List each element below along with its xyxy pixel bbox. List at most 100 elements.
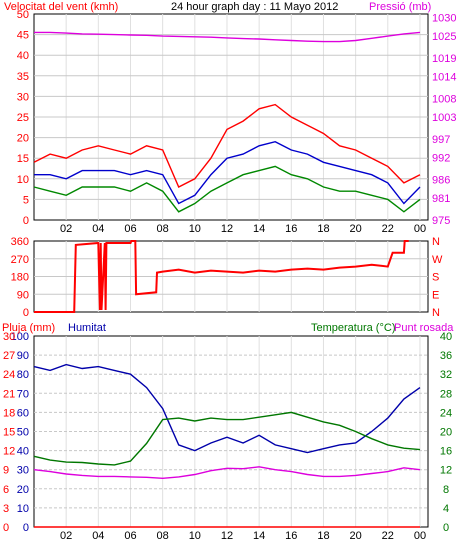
x-tick-top: 18 bbox=[317, 223, 329, 235]
temperature-tick-label: 36 bbox=[440, 350, 452, 362]
pressure-tick-label: 981 bbox=[432, 193, 450, 205]
wind-axis-title: Velocitat del vent (kmh) bbox=[4, 1, 118, 13]
compass-tick-label: W bbox=[432, 254, 443, 266]
temperature-tick-label: 4 bbox=[443, 503, 449, 515]
temperature-tick-label: 40 bbox=[440, 331, 452, 343]
avg-series bbox=[33, 165, 421, 213]
pressure-tick-label: 1008 bbox=[432, 94, 456, 106]
x-tick-bottom: 06 bbox=[124, 530, 136, 542]
x-tick-top: 16 bbox=[285, 223, 297, 235]
rain-tick-label: 9 bbox=[3, 465, 9, 477]
pressure-tick-label: 1030 bbox=[432, 13, 456, 25]
dir_avg-series bbox=[34, 140, 421, 205]
rain-tick-label: 0 bbox=[3, 522, 9, 534]
x-tick-bottom: 02 bbox=[60, 530, 72, 542]
wind-tick-label: 15 bbox=[17, 153, 29, 165]
x-tick-bottom: 18 bbox=[317, 530, 329, 542]
pressure-tick-label: 986 bbox=[432, 175, 450, 187]
compass-tick-label: N bbox=[432, 236, 440, 248]
temperature-tick-label: 28 bbox=[440, 388, 452, 400]
temperature-tick-label: 20 bbox=[440, 427, 452, 439]
x-tick-top: 00 bbox=[414, 223, 426, 235]
x-tick-top: 14 bbox=[253, 223, 265, 235]
humidity-tick-label: 100 bbox=[11, 331, 29, 343]
temp-series bbox=[33, 411, 421, 466]
rain-axis-title: Pluja (mm) bbox=[2, 322, 55, 334]
x-tick-top: 08 bbox=[157, 223, 169, 235]
grid-layer bbox=[34, 14, 428, 527]
rain-tick-label: 30 bbox=[3, 331, 15, 343]
humidity-series bbox=[33, 363, 421, 454]
x-tick-top: 02 bbox=[60, 223, 72, 235]
pressure-tick-label: 1019 bbox=[432, 53, 456, 65]
humidity-axis-title: Humitat bbox=[68, 322, 106, 334]
humidity-tick-label: 10 bbox=[17, 503, 29, 515]
dewpoint-axis-title: Punt rosada bbox=[394, 322, 454, 334]
x-tick-bottom: 00 bbox=[414, 530, 426, 542]
humidity-tick-label: 0 bbox=[23, 522, 29, 534]
compass-tick-label: N bbox=[432, 307, 440, 319]
direction-tick-label: 180 bbox=[11, 272, 29, 284]
x-tick-bottom: 08 bbox=[157, 530, 169, 542]
x-tick-bottom: 20 bbox=[350, 530, 362, 542]
wind-tick-label: 25 bbox=[17, 112, 29, 124]
temperature-axis-title: Temperatura (°C) bbox=[311, 322, 395, 334]
temperature-tick-label: 0 bbox=[443, 522, 449, 534]
rain-tick-label: 18 bbox=[3, 407, 15, 419]
temperature-tick-label: 12 bbox=[440, 465, 452, 477]
wind-tick-label: 0 bbox=[23, 215, 29, 227]
rain-tick-label: 24 bbox=[3, 369, 15, 381]
x-tick-top: 22 bbox=[382, 223, 394, 235]
rain-tick-label: 21 bbox=[3, 388, 15, 400]
temperature-tick-label: 24 bbox=[440, 407, 452, 419]
humidity-tick-label: 40 bbox=[17, 446, 29, 458]
wind-tick-label: 40 bbox=[17, 50, 29, 62]
x-tick-top: 04 bbox=[92, 223, 104, 235]
rain-tick-label: 27 bbox=[3, 350, 15, 362]
pressure-tick-label: 1014 bbox=[432, 72, 456, 84]
graph-title: 24 hour graph day : 11 Mayo 2012 bbox=[171, 1, 338, 13]
temperature-tick-label: 8 bbox=[443, 484, 449, 496]
x-tick-bottom: 12 bbox=[221, 530, 233, 542]
x-tick-top: 20 bbox=[350, 223, 362, 235]
x-tick-bottom: 16 bbox=[285, 530, 297, 542]
gust-series bbox=[33, 103, 421, 188]
wind-tick-label: 20 bbox=[17, 133, 29, 145]
direction-tick-label: 270 bbox=[11, 254, 29, 266]
x-tick-bottom: 14 bbox=[253, 530, 265, 542]
rain-tick-label: 3 bbox=[3, 503, 9, 515]
series-layer bbox=[33, 31, 421, 528]
tick-layer: 0202040406060808101012121414161618182020… bbox=[3, 9, 456, 542]
humidity-tick-label: 60 bbox=[17, 407, 29, 419]
x-tick-top: 12 bbox=[221, 223, 233, 235]
humidity-tick-label: 30 bbox=[17, 465, 29, 477]
temperature-tick-label: 32 bbox=[440, 369, 452, 381]
compass-tick-label: E bbox=[432, 289, 439, 301]
pressure-tick-label: 997 bbox=[432, 134, 450, 146]
x-tick-bottom: 10 bbox=[189, 530, 201, 542]
x-tick-top: 10 bbox=[189, 223, 201, 235]
humidity-tick-label: 50 bbox=[17, 427, 29, 439]
wind-tick-label: 30 bbox=[17, 91, 29, 103]
x-tick-bottom: 04 bbox=[92, 530, 104, 542]
direction-tick-label: 0 bbox=[23, 307, 29, 319]
rain-tick-label: 15 bbox=[3, 427, 15, 439]
humidity-tick-label: 80 bbox=[17, 369, 29, 381]
dew-series bbox=[33, 466, 421, 480]
pressure-series bbox=[34, 31, 421, 43]
wind-tick-label: 50 bbox=[17, 9, 29, 21]
pressure-axis-title: Pressió (mb) bbox=[369, 1, 431, 13]
wind-tick-label: 5 bbox=[23, 194, 29, 206]
wind-tick-label: 35 bbox=[17, 71, 29, 83]
wind-tick-label: 45 bbox=[17, 30, 29, 42]
humidity-tick-label: 90 bbox=[17, 350, 29, 362]
pressure-tick-label: 1025 bbox=[432, 31, 456, 43]
rain-tick-label: 12 bbox=[3, 446, 15, 458]
direction-tick-label: 90 bbox=[17, 289, 29, 301]
compass-tick-label: S bbox=[432, 272, 439, 284]
humidity-tick-label: 70 bbox=[17, 388, 29, 400]
pressure-tick-label: 992 bbox=[432, 152, 450, 164]
wind-tick-label: 10 bbox=[17, 174, 29, 186]
